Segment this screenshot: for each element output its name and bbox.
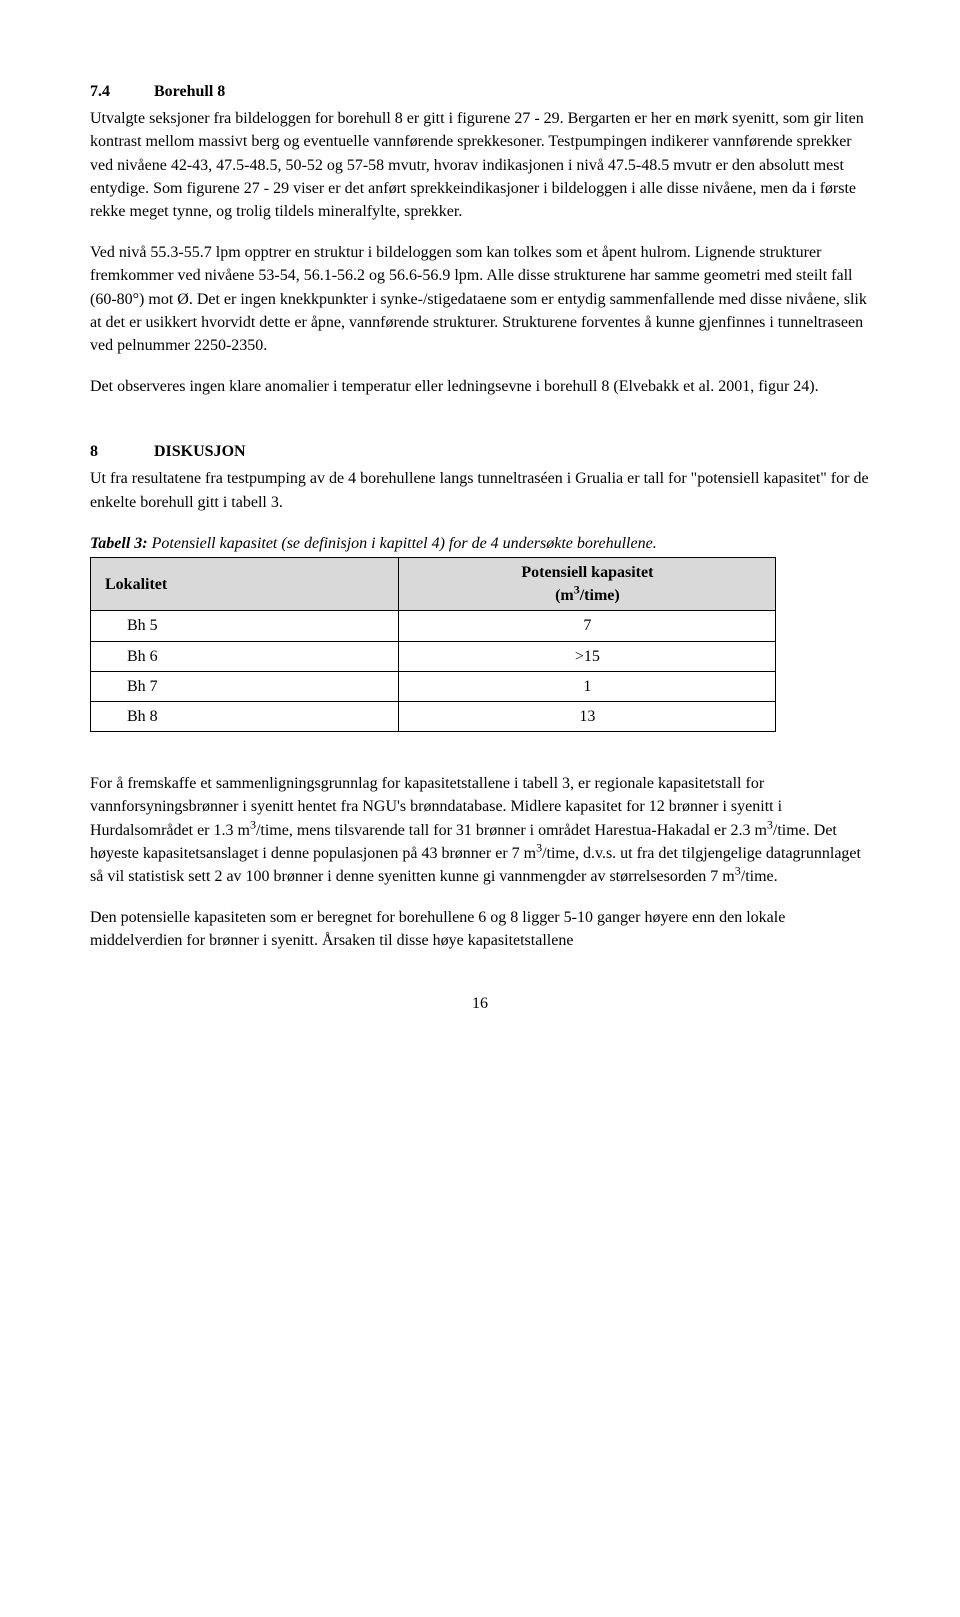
header-value-line1: Potensiell kapasitet [521,564,653,581]
body-paragraph: Utvalgte seksjoner fra bildeloggen for b… [90,107,870,223]
table-header-row: Lokalitet Potensiell kapasitet (m3/time) [91,558,776,611]
cell-value: 1 [399,671,776,701]
cell-locality: Bh 7 [91,671,399,701]
body-paragraph: Det observeres ingen klare anomalier i t… [90,375,870,398]
table-header-value: Potensiell kapasitet (m3/time) [399,558,776,611]
section-number: 7.4 [90,80,150,103]
section-7-4-heading: 7.4 Borehull 8 [90,80,870,103]
table-header-locality: Lokalitet [91,558,399,611]
table-row: Bh 6 >15 [91,641,776,671]
header-value-line2: (m3/time) [555,587,620,604]
section-title: DISKUSJON [154,443,246,460]
body-paragraph: Den potensielle kapasiteten som er bereg… [90,906,870,952]
table-caption: Tabell 3: Potensiell kapasitet (se defin… [90,532,870,555]
table-row: Bh 7 1 [91,671,776,701]
table-row: Bh 5 7 [91,611,776,641]
body-paragraph: Ut fra resultatene fra testpumping av de… [90,467,870,513]
cell-locality: Bh 8 [91,701,399,731]
cell-value: >15 [399,641,776,671]
section-8-heading: 8 DISKUSJON [90,440,870,463]
page-number: 16 [90,992,870,1015]
cell-locality: Bh 6 [91,641,399,671]
cell-value: 7 [399,611,776,641]
section-number: 8 [90,440,150,463]
body-paragraph: Ved nivå 55.3-55.7 lpm opptrer en strukt… [90,241,870,357]
table-caption-text: Potensiell kapasitet (se definisjon i ka… [148,535,657,552]
section-title: Borehull 8 [154,83,225,100]
cell-value: 13 [399,701,776,731]
table-row: Bh 8 13 [91,701,776,731]
body-paragraph: For å fremskaffe et sammenligningsgrunnl… [90,772,870,888]
table-caption-label: Tabell 3: [90,535,148,552]
capacity-table: Lokalitet Potensiell kapasitet (m3/time)… [90,557,776,732]
cell-locality: Bh 5 [91,611,399,641]
